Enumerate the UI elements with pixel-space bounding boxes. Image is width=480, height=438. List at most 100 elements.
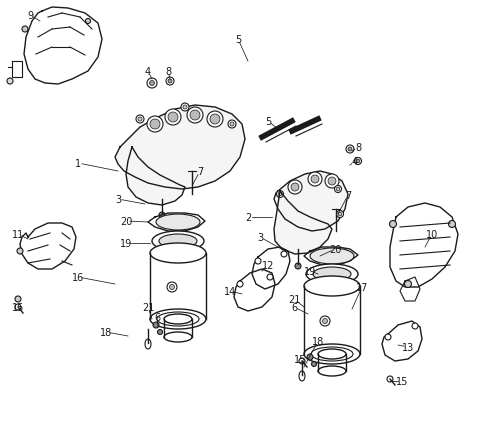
Text: 15: 15 [12,302,24,312]
Circle shape [336,211,344,218]
Circle shape [328,177,336,186]
Circle shape [166,78,174,86]
Ellipse shape [164,314,192,324]
Circle shape [150,120,160,130]
Text: 12: 12 [262,261,274,270]
Circle shape [307,354,313,360]
Text: 19: 19 [304,266,316,276]
Circle shape [230,123,234,127]
Circle shape [187,108,203,124]
Circle shape [237,281,243,287]
Circle shape [355,158,361,165]
Text: 2: 2 [245,212,251,223]
Text: 3: 3 [257,233,263,243]
Text: 17: 17 [356,283,368,292]
Circle shape [336,188,340,191]
Circle shape [405,281,411,288]
Circle shape [17,248,23,254]
Polygon shape [304,247,358,265]
Polygon shape [24,8,102,85]
Text: 6: 6 [291,302,297,312]
Circle shape [147,79,157,89]
Circle shape [168,80,172,84]
Circle shape [7,79,13,85]
Circle shape [387,376,393,382]
Ellipse shape [152,231,204,251]
Circle shape [346,146,354,154]
Text: 8: 8 [355,143,361,153]
Ellipse shape [150,309,206,329]
Text: 5: 5 [235,35,241,45]
Text: 1: 1 [75,159,81,169]
Circle shape [255,258,261,265]
Polygon shape [234,269,275,311]
Polygon shape [115,106,245,190]
Circle shape [149,81,155,86]
Text: 15: 15 [294,354,306,364]
Circle shape [389,221,396,228]
Polygon shape [304,286,360,354]
Circle shape [153,322,159,328]
Polygon shape [274,172,348,231]
Circle shape [325,175,339,189]
Text: 18: 18 [100,327,112,337]
Text: 8: 8 [165,67,171,77]
Polygon shape [400,277,420,301]
Circle shape [165,110,181,126]
Circle shape [85,19,91,25]
Ellipse shape [310,248,354,265]
Circle shape [385,334,391,340]
Ellipse shape [304,344,360,364]
Ellipse shape [145,339,151,349]
Circle shape [190,111,200,121]
Circle shape [308,173,322,187]
Ellipse shape [318,366,346,376]
Circle shape [181,104,189,112]
Circle shape [311,176,319,184]
Polygon shape [382,321,422,361]
Circle shape [15,297,21,302]
Circle shape [278,193,282,196]
Circle shape [291,184,299,191]
Polygon shape [20,223,76,269]
Circle shape [159,212,165,219]
Text: 15: 15 [396,376,408,386]
Circle shape [228,121,236,129]
Text: 13: 13 [402,342,414,352]
Circle shape [138,118,142,122]
Circle shape [207,112,223,128]
Text: 4: 4 [145,67,151,77]
Circle shape [348,148,352,152]
Ellipse shape [150,244,206,263]
Polygon shape [148,213,205,231]
Text: 21: 21 [142,302,154,312]
Circle shape [288,180,302,194]
Text: 6: 6 [154,312,160,322]
Circle shape [183,106,187,110]
Text: 5: 5 [265,117,271,127]
Ellipse shape [156,215,200,230]
Circle shape [147,117,163,133]
Polygon shape [390,204,458,287]
Circle shape [22,27,28,33]
Circle shape [169,285,175,290]
Ellipse shape [306,265,358,284]
Polygon shape [126,148,185,205]
Circle shape [157,330,163,335]
Circle shape [312,362,316,367]
Circle shape [267,274,273,280]
Text: 4: 4 [352,157,358,166]
Polygon shape [252,247,290,290]
Text: 18: 18 [312,336,324,346]
Circle shape [323,319,327,324]
Circle shape [276,191,284,198]
Text: 7: 7 [197,166,203,177]
Text: 20: 20 [120,216,132,226]
Polygon shape [150,254,206,319]
Circle shape [168,113,178,123]
Circle shape [295,263,301,269]
Circle shape [335,186,341,193]
Text: 11: 11 [12,230,24,240]
Text: 20: 20 [329,244,341,254]
Text: 14: 14 [224,286,236,297]
